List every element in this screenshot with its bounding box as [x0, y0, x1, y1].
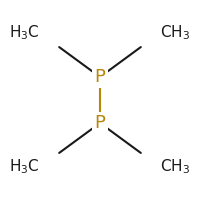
- Text: $\mathregular{H_3C}$: $\mathregular{H_3C}$: [9, 24, 40, 42]
- Text: $\mathregular{CH_3}$: $\mathregular{CH_3}$: [160, 158, 190, 176]
- Text: $\mathregular{H_3C}$: $\mathregular{H_3C}$: [9, 158, 40, 176]
- Text: P: P: [95, 114, 105, 132]
- Text: P: P: [95, 68, 105, 86]
- Text: $\mathregular{CH_3}$: $\mathregular{CH_3}$: [160, 24, 190, 42]
